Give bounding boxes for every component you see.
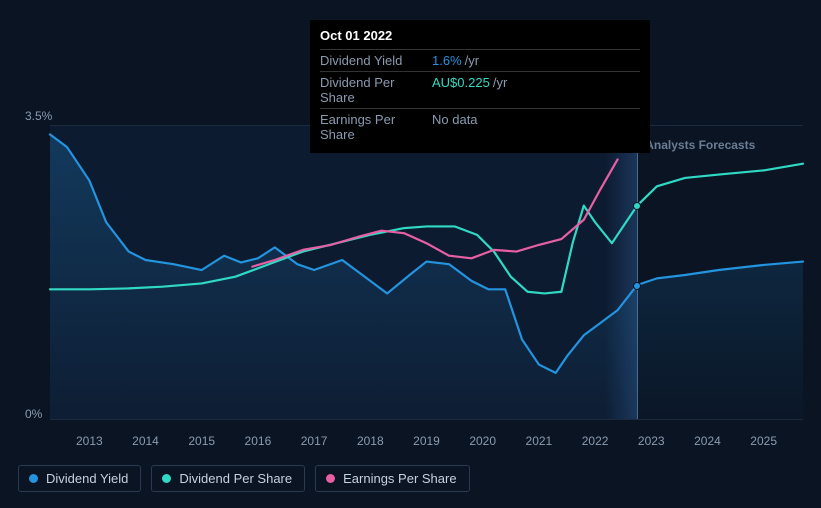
x-tick: 2018: [357, 434, 384, 448]
x-tick: 2025: [750, 434, 777, 448]
series-marker: [633, 202, 641, 210]
tooltip-date: Oct 01 2022: [320, 28, 640, 50]
x-tick: 2015: [188, 434, 215, 448]
legend-dot: [326, 474, 335, 483]
legend-item-earnings-per-share[interactable]: Earnings Per Share: [315, 465, 469, 492]
chart-legend: Dividend Yield Dividend Per Share Earnings…: [18, 465, 470, 492]
x-tick: 2024: [694, 434, 721, 448]
tooltip-row-unit: /yr: [493, 75, 507, 105]
tooltip-row-unit: /yr: [465, 53, 479, 68]
x-tick: 2017: [301, 434, 328, 448]
dividend-chart: 3.5% 0% Past Analysts Forecasts 20132014…: [18, 105, 803, 450]
tooltip-row-value: No data: [432, 112, 478, 142]
x-tick: 2013: [76, 434, 103, 448]
legend-item-dividend-per-share[interactable]: Dividend Per Share: [151, 465, 305, 492]
chart-lines: [50, 126, 803, 419]
legend-label: Earnings Per Share: [343, 471, 456, 486]
tooltip-row-label: Earnings Per Share: [320, 112, 432, 142]
legend-label: Dividend Yield: [46, 471, 128, 486]
x-tick: 2019: [413, 434, 440, 448]
legend-dot: [29, 474, 38, 483]
x-tick: 2020: [469, 434, 496, 448]
x-tick: 2022: [582, 434, 609, 448]
tooltip-row-value: AU$0.225: [432, 75, 490, 105]
x-axis: 2013 2014 2015 2016 2017 2018 2019 2020 2021 2022…: [50, 430, 803, 450]
series-marker: [633, 282, 641, 290]
tooltip-row: Dividend Yield1.6%/yr: [320, 50, 640, 72]
tooltip-row-label: Dividend Per Share: [320, 75, 432, 105]
x-tick: 2016: [245, 434, 272, 448]
tooltip-row: Earnings Per ShareNo data: [320, 109, 640, 145]
x-tick: 2023: [638, 434, 665, 448]
x-tick: 2014: [132, 434, 159, 448]
y-tick-max: 3.5%: [25, 109, 52, 123]
legend-dot: [162, 474, 171, 483]
y-tick-min: 0%: [25, 407, 42, 421]
chart-tooltip: Oct 01 2022 Dividend Yield1.6%/yrDividen…: [310, 20, 650, 153]
tooltip-row-label: Dividend Yield: [320, 53, 432, 68]
legend-label: Dividend Per Share: [179, 471, 292, 486]
tooltip-row: Dividend Per ShareAU$0.225/yr: [320, 72, 640, 109]
x-tick: 2021: [526, 434, 553, 448]
legend-item-dividend-yield[interactable]: Dividend Yield: [18, 465, 141, 492]
tooltip-row-value: 1.6%: [432, 53, 462, 68]
